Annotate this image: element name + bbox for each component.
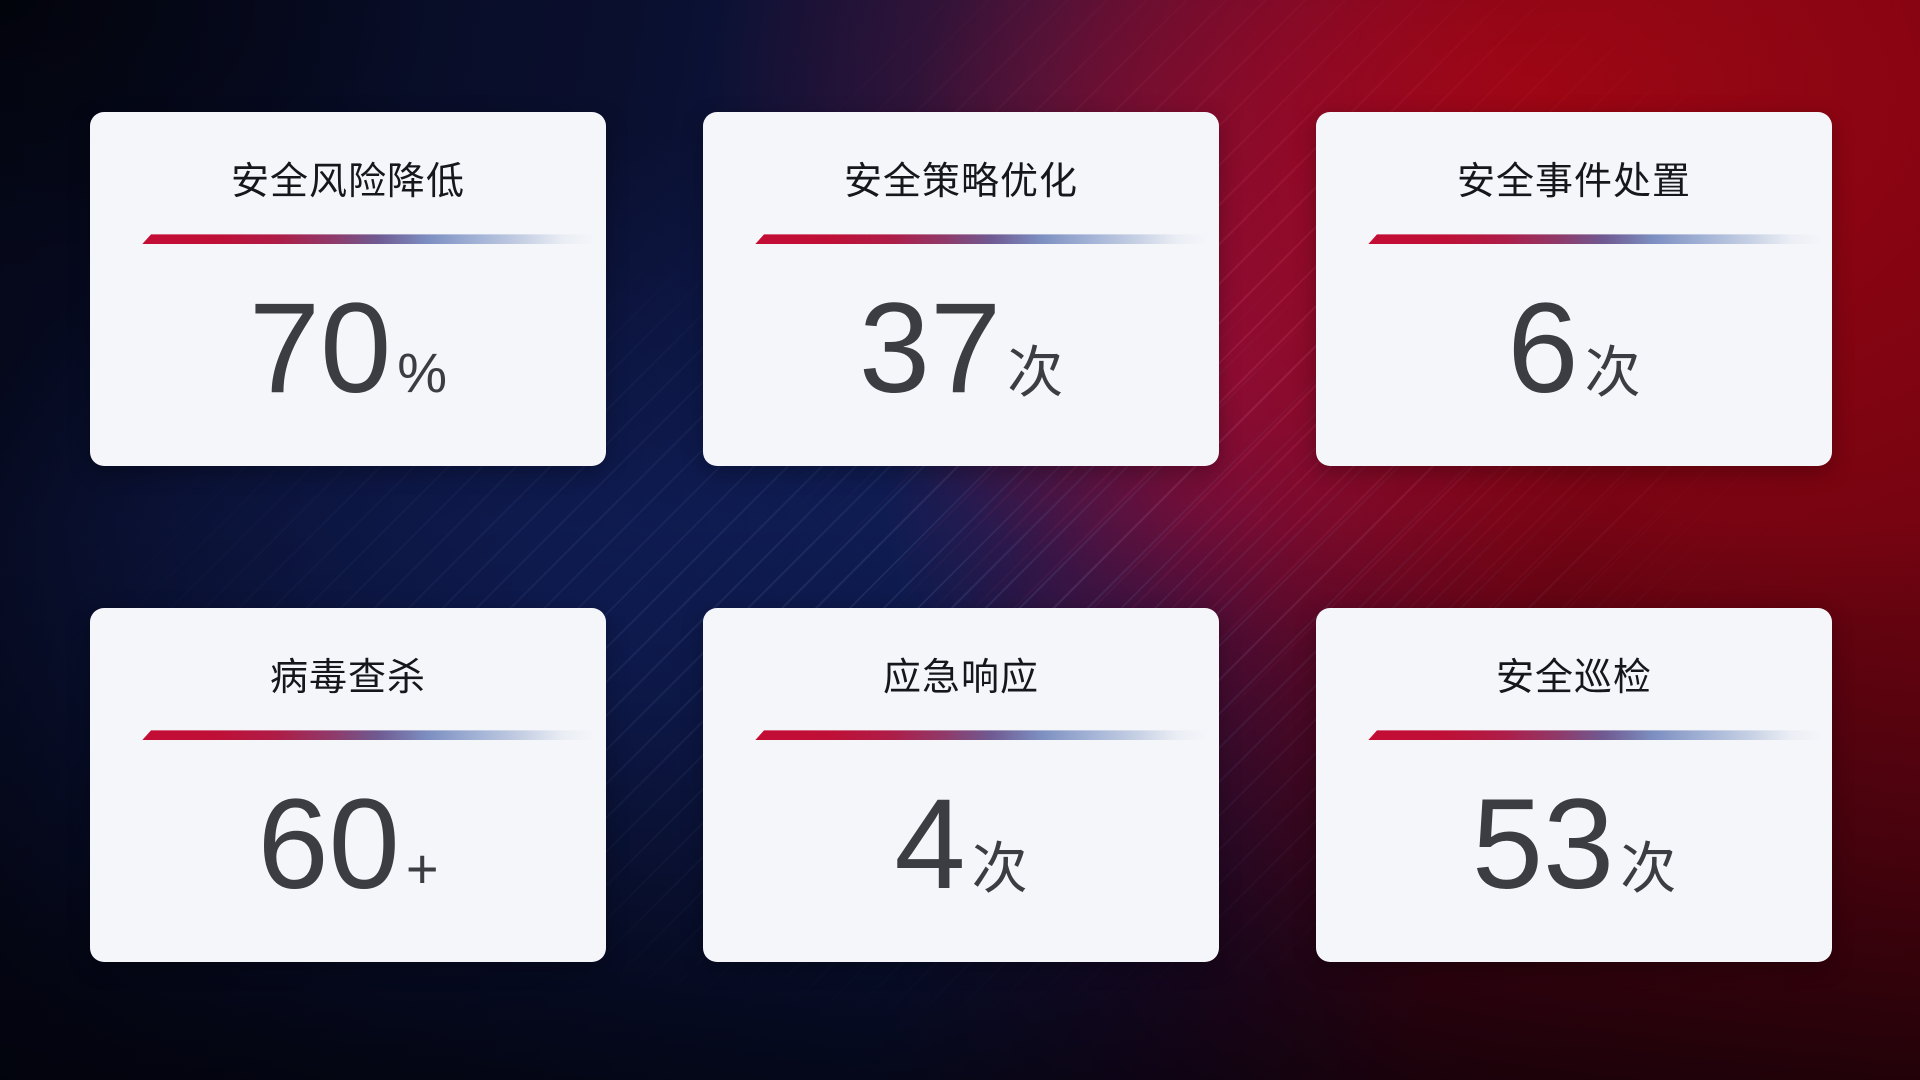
card-title: 安全巡检	[1495, 657, 1652, 699]
card-value: 60	[257, 773, 400, 917]
card-value-row: 60 +	[90, 740, 606, 962]
card-value-row: 70 %	[90, 244, 606, 466]
stat-card-policy-optimization: 安全策略优化 37 次	[703, 112, 1219, 466]
stat-card-risk-reduction: 安全风险降低 70 %	[90, 112, 606, 466]
card-value: 6	[1507, 277, 1579, 421]
card-title: 病毒查杀	[269, 657, 426, 699]
card-title: 应急响应	[882, 657, 1039, 699]
card-value-row: 6 次	[1316, 244, 1832, 466]
accent-divider	[142, 234, 596, 245]
card-unit: +	[405, 837, 439, 901]
card-value: 70	[248, 277, 392, 421]
stat-card-emergency-response: 应急响应 4 次	[703, 608, 1219, 962]
card-value-row: 37 次	[703, 244, 1219, 466]
stat-card-security-inspection: 安全巡检 53 次	[1316, 608, 1832, 962]
card-unit: %	[397, 341, 448, 405]
card-unit: 次	[1620, 837, 1677, 901]
card-value-row: 4 次	[703, 740, 1219, 962]
accent-divider	[1368, 234, 1822, 245]
accent-divider	[755, 730, 1209, 741]
stat-card-incident-handling: 安全事件处置 6 次	[1316, 112, 1832, 466]
stat-card-virus-scan: 病毒查杀 60 +	[90, 608, 606, 962]
card-value: 53	[1471, 773, 1615, 917]
card-title: 安全策略优化	[843, 161, 1078, 203]
card-unit: 次	[971, 837, 1028, 901]
card-value-row: 53 次	[1316, 740, 1832, 962]
card-unit: 次	[1007, 341, 1064, 405]
accent-divider	[755, 234, 1209, 245]
card-value: 4	[894, 773, 966, 917]
card-unit: 次	[1584, 341, 1641, 405]
accent-divider	[1368, 730, 1822, 741]
card-value: 37	[858, 277, 1002, 421]
card-title: 安全风险降低	[230, 161, 465, 203]
accent-divider	[142, 730, 596, 741]
card-title: 安全事件处置	[1456, 161, 1691, 203]
